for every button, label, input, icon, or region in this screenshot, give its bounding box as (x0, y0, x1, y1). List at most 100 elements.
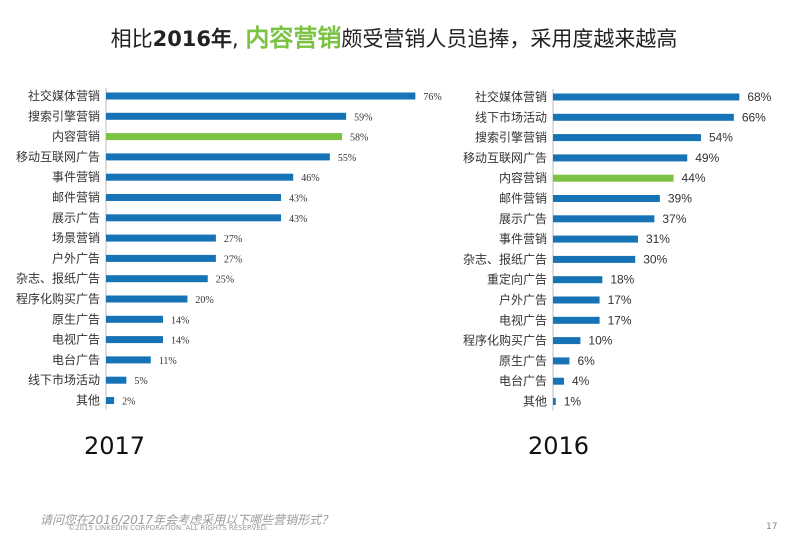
chart-2016-bar (553, 398, 556, 405)
chart-2016-category-label: 程序化购买广告 (463, 333, 547, 348)
title-year: 2016年 (152, 27, 233, 51)
chart-2016-bar (553, 154, 688, 162)
chart-2017-bar (106, 275, 208, 283)
chart-2017-value-label: 20% (195, 295, 213, 306)
chart-2016-year-label: 2016 (528, 432, 590, 460)
chart-2017-bar (106, 254, 216, 262)
chart-2016-bar (553, 377, 564, 385)
chart-2016-category-label: 展示广告 (499, 212, 547, 226)
chart-2016-value-label: 39% (668, 192, 692, 206)
chart-2016-bar (553, 195, 660, 202)
chart-2017-value-label: 11% (159, 356, 177, 367)
chart-2016-category-label: 事件营销 (499, 232, 547, 246)
chart-2017-value-label: 5% (134, 376, 147, 387)
chart-2016-value-label: 10% (588, 334, 612, 348)
chart-2017-bar (106, 295, 188, 303)
chart-2017-value-label: 46% (301, 173, 319, 184)
chart-2016-bar (553, 174, 674, 182)
chart-2017-category-label: 搜索引擎营销 (28, 108, 100, 123)
chart-2017-category-label: 程序化购买广告 (16, 291, 100, 306)
chart-2016-category-label: 其他 (523, 395, 547, 409)
page-title: 相比2016年, 内容营销颇受营销人员追捧，采用度越来越高 (0, 18, 788, 53)
chart-2016-bar (553, 276, 603, 284)
chart-2017-category-label: 原生广告 (52, 312, 100, 326)
chart-2017-bar (106, 92, 416, 100)
chart-2016-bar (553, 316, 600, 324)
chart-2017-bar (106, 133, 343, 141)
chart-2017-category-label: 场景营销 (52, 231, 100, 245)
chart-2017-category-label: 移动互联网广告 (16, 150, 100, 164)
chart-2017-value-label: 76% (423, 92, 441, 103)
chart-2017-value-label: 55% (338, 153, 356, 164)
chart-2016-value-label: 49% (695, 151, 719, 165)
title-suffix: 颇受营销人员追捧，采用度越来越高 (341, 27, 678, 51)
chart-2016-category-label: 重定向广告 (487, 272, 547, 287)
chart-2016-bar (553, 357, 570, 365)
chart-2016-bar (553, 235, 638, 243)
chart-2017-value-label: 25% (216, 275, 234, 286)
chart-2016-value-label: 66% (742, 110, 766, 124)
chart-2016-category-label: 内容营销 (499, 170, 547, 185)
chart-2017-category-label: 社交媒体营销 (28, 88, 100, 103)
chart-2016-category-label: 户外广告 (499, 292, 547, 307)
chart-2017-bar (106, 173, 294, 181)
chart-2017-category-label: 户外广告 (52, 250, 100, 265)
chart-2017-value-label: 27% (224, 254, 242, 265)
chart-2017-bar (106, 112, 347, 120)
chart-2016-category-label: 原生广告 (499, 354, 547, 368)
chart-2017: 社交媒体营销 76% 搜索引擎营销 59% 内容营销 58% 移动互联网广告 55% 事件营销 4… (16, 88, 442, 410)
chart-2017-bar (106, 194, 282, 201)
chart-2016-bar (553, 255, 636, 263)
chart-2016-category-label: 移动互联网广告 (463, 151, 547, 165)
chart-2016-bar (553, 134, 701, 142)
chart-2017-category-label: 邮件营销 (52, 191, 100, 205)
chart-2016-category-label: 电台广告 (499, 373, 547, 388)
chart-2016-category-label: 社交媒体营销 (475, 89, 547, 104)
chart-2017-value-label: 43% (289, 194, 307, 205)
chart-2016-value-label: 18% (610, 273, 634, 287)
chart-2016-bar (553, 296, 600, 304)
chart-2017-category-label: 线下市场活动 (28, 372, 100, 387)
chart-2016-category-label: 杂志、报纸广告 (463, 251, 547, 266)
chart-2016-value-label: 17% (608, 313, 632, 327)
chart-2017-value-label: 43% (289, 214, 307, 225)
chart-2016-value-label: 4% (572, 374, 590, 388)
page-number: 17 (766, 522, 778, 532)
copyright-notice: ©2015 LINKEDIN CORPORATION. ALL RIGHTS R… (68, 524, 269, 532)
chart-2016-value-label: 31% (646, 232, 670, 246)
chart-2017-bar (106, 356, 151, 364)
chart-2017-bar (106, 153, 330, 161)
chart-2017-category-label: 其他 (76, 394, 100, 408)
chart-2016-bar (553, 337, 581, 345)
title-highlight: 内容营销 (245, 24, 342, 52)
chart-2017-year-label: 2017 (84, 432, 146, 460)
chart-2016-category-label: 电视广告 (499, 312, 547, 327)
chart-2016-value-label: 54% (709, 131, 733, 145)
chart-2017-value-label: 27% (224, 234, 242, 245)
chart-2017-bar (106, 234, 216, 242)
chart-2016-value-label: 6% (577, 354, 595, 368)
chart-2016-bar (553, 93, 740, 101)
chart-2016-category-label: 线下市场活动 (475, 109, 547, 124)
chart-2017-bar (106, 315, 163, 323)
survey-question: 请问您在2016/2017年会考虑采用以下哪些营销形式？ (40, 513, 334, 527)
chart-2016-value-label: 1% (564, 395, 582, 409)
chart-2016-category-label: 搜索引擎营销 (475, 130, 547, 145)
chart-2016-value-label: 44% (682, 171, 706, 185)
chart-2016-bar (553, 113, 734, 121)
chart-2017-value-label: 14% (171, 315, 189, 326)
chart-2016: 社交媒体营销 68% 线下市场活动 66% 搜索引擎营销 54% 移动互联网广告 49% 内容营… (463, 89, 772, 411)
chart-2017-bar (106, 336, 163, 344)
chart-2017-value-label: 58% (350, 133, 368, 144)
title-comma: , (232, 27, 239, 51)
chart-2017-category-label: 展示广告 (52, 211, 100, 225)
chart-2016-value-label: 30% (643, 252, 667, 266)
chart-2016-value-label: 17% (608, 293, 632, 307)
title-prefix: 相比 (110, 27, 153, 51)
chart-2017-category-label: 事件营销 (52, 170, 100, 184)
chart-2017-bar (106, 397, 115, 404)
chart-2016-value-label: 37% (662, 212, 686, 226)
chart-2017-bar (106, 376, 127, 384)
chart-2017-value-label: 59% (354, 112, 372, 123)
